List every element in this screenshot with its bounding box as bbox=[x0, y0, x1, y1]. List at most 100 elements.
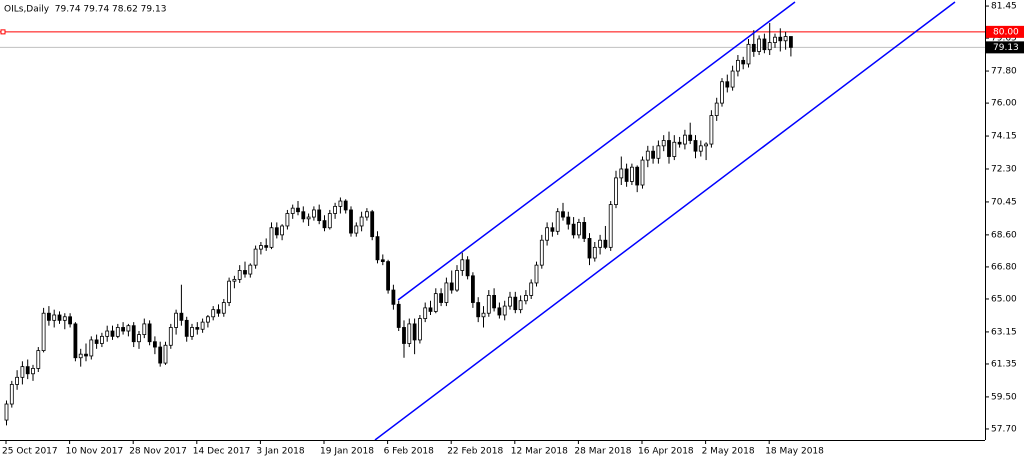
candle-body bbox=[179, 312, 184, 321]
candle-body bbox=[20, 366, 25, 378]
candle-body bbox=[317, 209, 322, 222]
candle-body bbox=[4, 403, 9, 421]
candle-body bbox=[190, 327, 194, 337]
candle-body bbox=[460, 259, 465, 271]
candle-body bbox=[449, 282, 454, 291]
candle-body bbox=[84, 353, 88, 357]
candle-body bbox=[667, 140, 671, 157]
candle-body bbox=[555, 211, 560, 232]
candle-body bbox=[683, 134, 687, 145]
y-tick-label: 61.35 bbox=[991, 359, 1017, 369]
candle-body bbox=[15, 376, 20, 385]
candle-body bbox=[592, 246, 597, 259]
y-tick-label: 72.30 bbox=[991, 164, 1017, 174]
candle-body bbox=[205, 316, 210, 323]
candle-body bbox=[110, 330, 115, 337]
candle-body bbox=[730, 70, 735, 88]
candle-body bbox=[137, 334, 141, 343]
x-tick-label: 6 Feb 2018 bbox=[384, 447, 435, 457]
candle-body bbox=[773, 36, 777, 43]
candle-body bbox=[168, 327, 173, 346]
y-tick-label: 66.80 bbox=[991, 262, 1017, 272]
candle-body bbox=[41, 312, 46, 352]
candle-body bbox=[200, 321, 205, 330]
candle-body bbox=[68, 316, 72, 325]
candle-body bbox=[9, 384, 14, 405]
candle-body bbox=[232, 278, 237, 282]
candle-body bbox=[380, 259, 385, 262]
candle-body bbox=[237, 270, 242, 280]
candle-body bbox=[624, 168, 629, 182]
candle-body bbox=[492, 295, 497, 309]
x-tick-label: 19 Jan 2018 bbox=[320, 447, 374, 457]
candle-body bbox=[767, 42, 772, 51]
candle-body bbox=[269, 227, 274, 248]
alert-label: 80.00 bbox=[993, 27, 1019, 37]
candle-body bbox=[184, 319, 189, 337]
x-tick-label: 28 Nov 2017 bbox=[129, 447, 187, 457]
candle-body bbox=[757, 38, 761, 52]
y-tick-label: 68.60 bbox=[991, 230, 1017, 240]
candle-body bbox=[152, 341, 157, 348]
candle-body bbox=[577, 222, 581, 236]
candle-body bbox=[158, 346, 163, 364]
y-tick-label: 65.00 bbox=[991, 294, 1017, 304]
candle-body bbox=[73, 323, 78, 359]
candle-body bbox=[391, 289, 396, 305]
candle-body bbox=[545, 227, 549, 241]
candle-body bbox=[656, 145, 661, 159]
candle-body bbox=[789, 36, 793, 48]
alert-marker bbox=[0, 29, 6, 35]
candle-body bbox=[407, 323, 412, 344]
candle-body bbox=[285, 213, 290, 227]
candle-body bbox=[147, 323, 152, 343]
candle-body bbox=[571, 223, 576, 236]
candle-body bbox=[751, 43, 756, 52]
candle-body bbox=[62, 316, 67, 321]
candle-body bbox=[258, 245, 263, 250]
candle-body bbox=[94, 339, 99, 344]
candle-body bbox=[370, 211, 375, 238]
candle-body bbox=[513, 296, 518, 311]
trend-channel bbox=[374, 1, 956, 440]
x-tick-label: 12 Mar 2018 bbox=[511, 447, 568, 457]
x-tick-label: 25 Oct 2017 bbox=[2, 447, 58, 457]
candle-body bbox=[598, 239, 602, 248]
candle-body bbox=[502, 305, 507, 316]
candle-body bbox=[539, 239, 544, 266]
candle-body bbox=[714, 102, 719, 116]
y-tick-label: 74.15 bbox=[991, 132, 1017, 142]
candle-body bbox=[105, 330, 110, 337]
candle-body bbox=[311, 209, 316, 218]
x-tick-label: 10 Nov 2017 bbox=[66, 447, 124, 457]
candle-body bbox=[661, 140, 666, 147]
candle-body bbox=[306, 216, 311, 220]
candle-body bbox=[322, 220, 327, 229]
candle-body bbox=[428, 307, 433, 312]
candle-body bbox=[227, 280, 232, 303]
candle-body bbox=[338, 200, 343, 207]
candle-body bbox=[709, 115, 714, 145]
candle-body bbox=[693, 140, 698, 152]
candle-body bbox=[720, 81, 724, 104]
candle-body bbox=[566, 216, 571, 225]
candle-body bbox=[608, 204, 613, 248]
candle-body bbox=[142, 323, 147, 335]
candle-body bbox=[651, 150, 655, 159]
candle-body bbox=[89, 339, 94, 357]
candle-body bbox=[603, 239, 608, 248]
y-tick-label: 59.50 bbox=[991, 392, 1017, 402]
candle-body bbox=[280, 225, 285, 236]
candle-body bbox=[25, 366, 30, 375]
candle-body bbox=[121, 327, 125, 332]
x-tick-label: 16 Apr 2018 bbox=[638, 447, 694, 457]
candle-body bbox=[465, 259, 470, 277]
candle-body bbox=[497, 307, 502, 316]
candle-body bbox=[439, 293, 444, 303]
candle-body bbox=[412, 323, 417, 341]
candle-body bbox=[587, 238, 592, 259]
candle-body bbox=[486, 295, 491, 314]
